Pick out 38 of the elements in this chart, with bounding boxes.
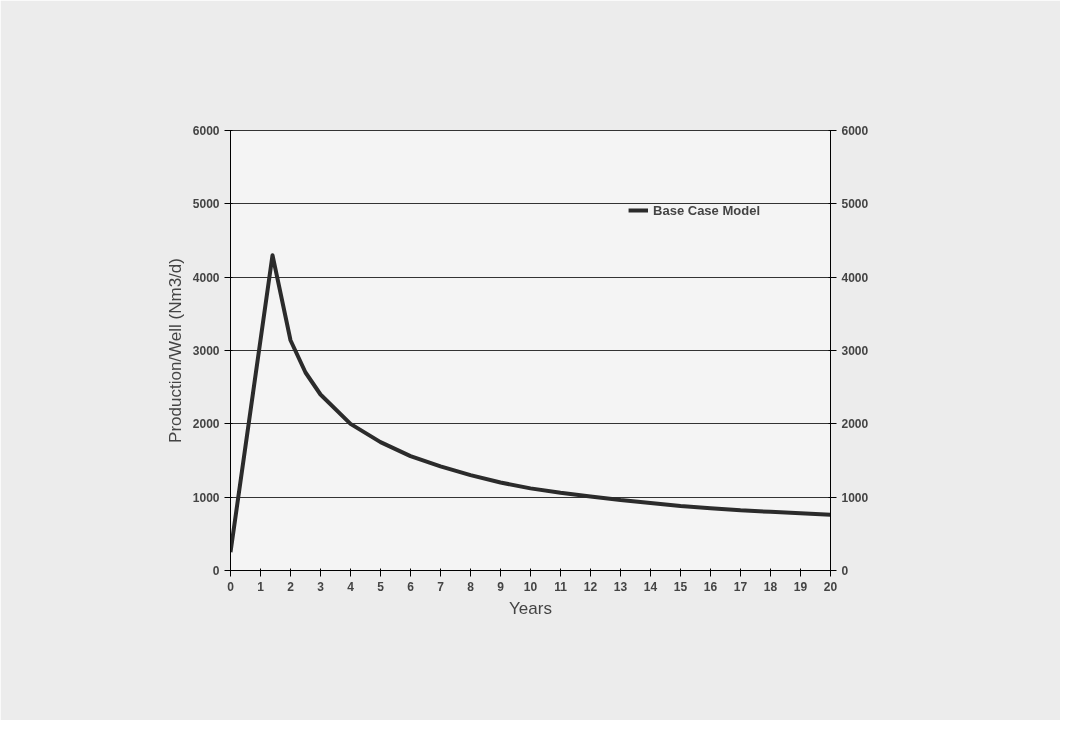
x-tick-label: 20 bbox=[823, 579, 838, 594]
x-tick-label: 5 bbox=[377, 579, 385, 594]
y-axis-title: Production/Well (Nm3/d) bbox=[165, 258, 185, 443]
x-tick-label: 11 bbox=[554, 579, 568, 594]
x-tick-label: 19 bbox=[793, 579, 808, 594]
y-tick-label: 0 bbox=[212, 564, 220, 578]
x-tick-label: 12 bbox=[583, 579, 598, 594]
y2-tick-label: 5000 bbox=[841, 197, 869, 212]
x-tick-label: 9 bbox=[497, 579, 505, 594]
x-tick-label: 13 bbox=[613, 579, 628, 594]
y-tick-label: 1000 bbox=[192, 490, 220, 505]
x-tick-label: 7 bbox=[437, 579, 445, 594]
y-tick-label: 2000 bbox=[192, 417, 220, 432]
x-tick-label: 1 bbox=[257, 579, 265, 594]
x-tick-label: 0 bbox=[227, 579, 235, 594]
y-tick-label: 5000 bbox=[192, 197, 220, 212]
x-tick-label: 15 bbox=[673, 579, 688, 594]
x-tick-label: 16 bbox=[703, 579, 718, 594]
x-axis-title: Years bbox=[509, 598, 552, 618]
x-tick-label: 10 bbox=[523, 579, 538, 594]
y2-tick-label: 6000 bbox=[841, 124, 869, 138]
y-tick-label: 6000 bbox=[192, 124, 220, 138]
y2-tick-label: 0 bbox=[841, 564, 849, 578]
x-tick-label: 2 bbox=[287, 579, 295, 594]
x-tick-label: 14 bbox=[643, 579, 658, 594]
y2-tick-label: 1000 bbox=[841, 490, 869, 505]
x-tick-label: 18 bbox=[763, 579, 778, 594]
x-tick-label: 3 bbox=[317, 579, 325, 594]
legend-label: Base Case Model bbox=[653, 202, 760, 218]
y2-tick-label: 4000 bbox=[841, 270, 869, 285]
y2-tick-label: 2000 bbox=[841, 417, 869, 432]
x-tick-label: 8 bbox=[467, 579, 475, 594]
y-tick-label: 4000 bbox=[192, 270, 220, 285]
y2-tick-label: 3000 bbox=[841, 344, 869, 358]
x-tick-label: 17 bbox=[733, 579, 748, 594]
x-tick-label: 4 bbox=[347, 579, 355, 594]
y-tick-label: 3000 bbox=[192, 344, 220, 358]
x-tick-label: 6 bbox=[407, 579, 415, 594]
